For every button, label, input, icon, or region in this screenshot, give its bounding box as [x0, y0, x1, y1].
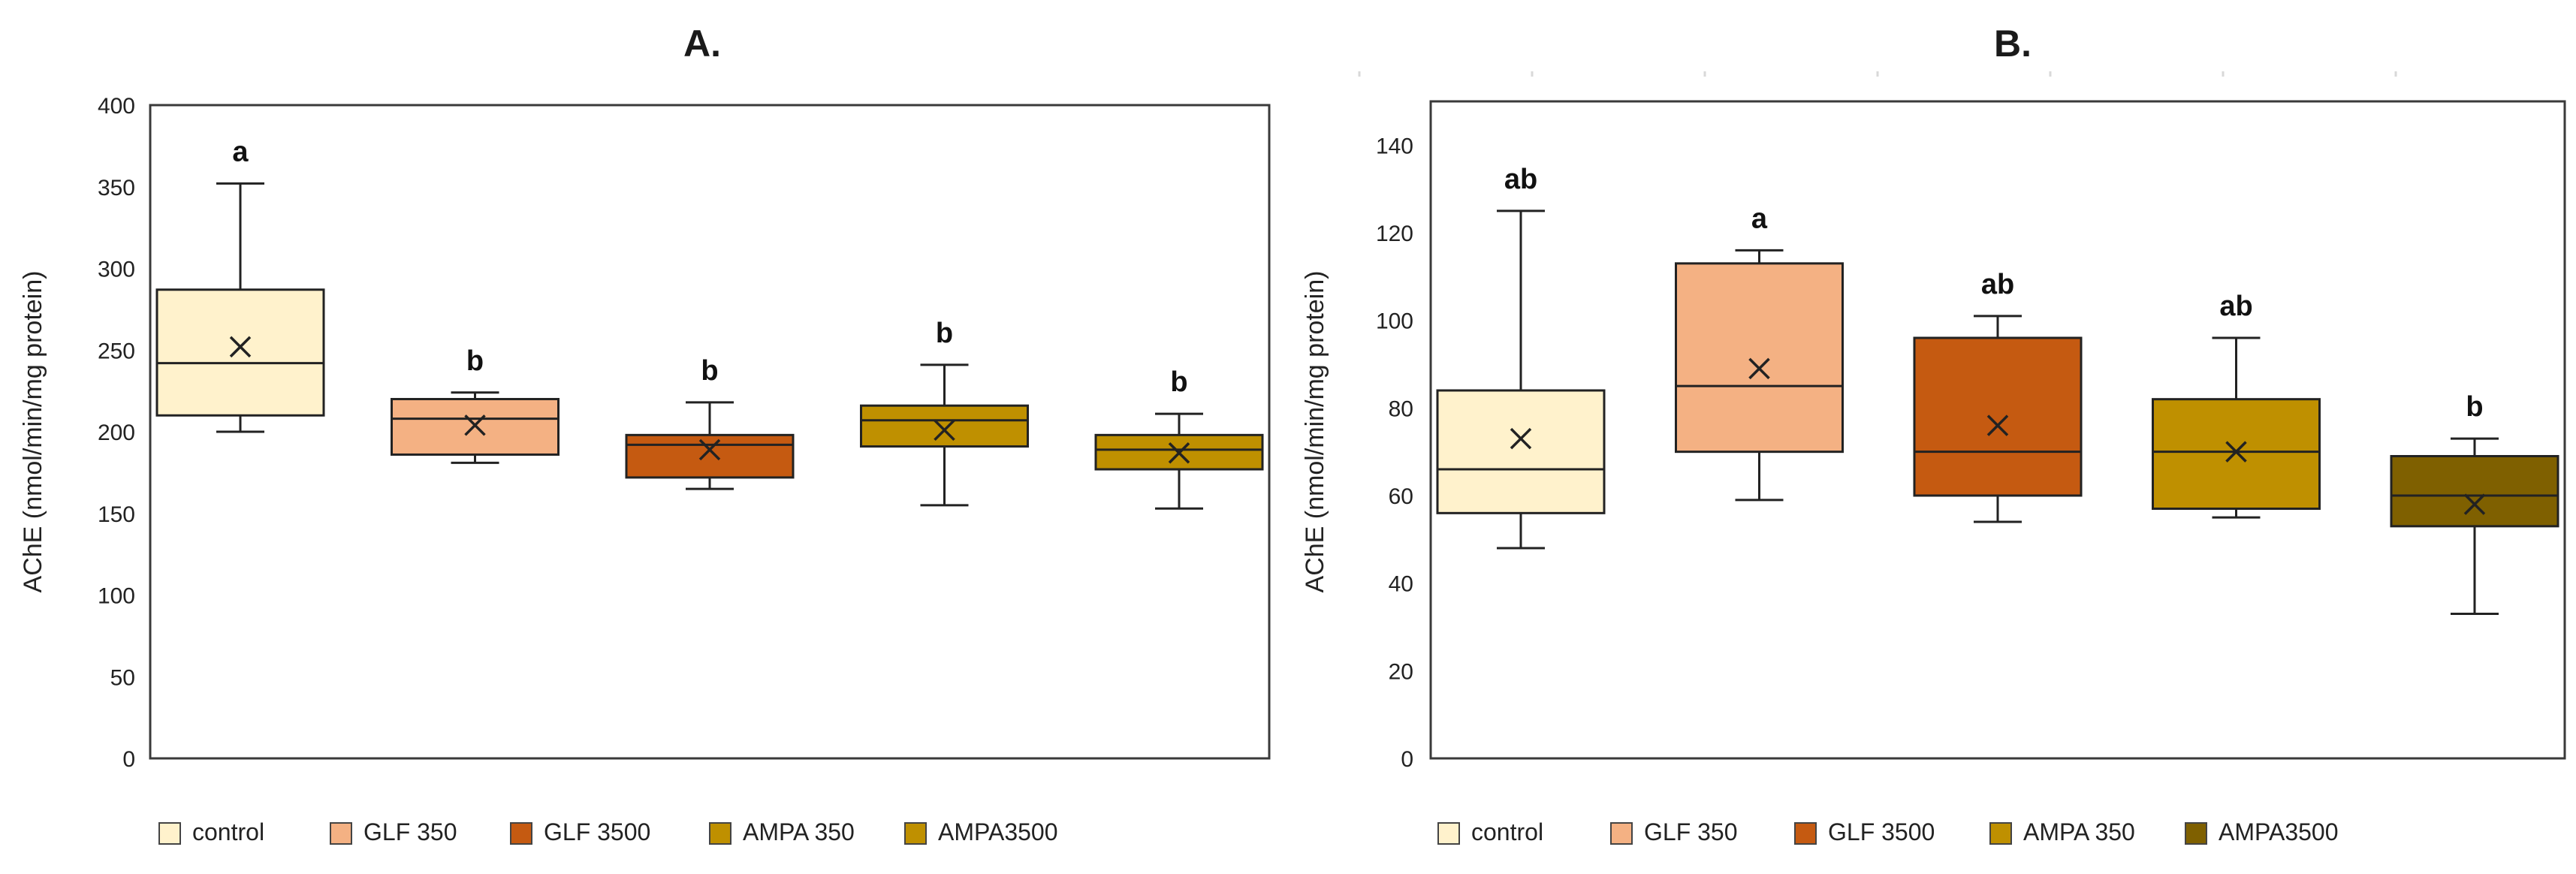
box-body — [1675, 262, 1844, 454]
y-tick-label: 50 — [110, 665, 135, 690]
y-tick-label: 300 — [98, 258, 135, 282]
legend-label: AMPA3500 — [938, 818, 1058, 845]
mean-marker — [2225, 441, 2247, 463]
y-tick-label: 150 — [98, 502, 135, 527]
legend-swatch — [1437, 822, 1460, 845]
legend-swatch — [1610, 822, 1633, 845]
box-glf-3500: ab — [1913, 269, 2083, 523]
legend: control GLF 350 GLF 3500 AMPA 350 AMPA3500 — [1437, 818, 2339, 845]
mean-marker — [1986, 414, 2009, 436]
box-body — [2152, 398, 2321, 511]
legend-label: AMPA 350 — [2023, 818, 2135, 845]
legend-swatch — [1794, 822, 1817, 845]
legend-label: AMPA3500 — [2219, 818, 2339, 845]
box-ampa3500: b — [2390, 391, 2559, 615]
mean-marker — [464, 414, 486, 436]
box-body — [2390, 455, 2559, 528]
significance-letter: b — [1170, 366, 1187, 398]
legend-swatch — [1989, 822, 2012, 845]
y-tick-label: 250 — [98, 339, 135, 363]
box-body — [860, 404, 1029, 448]
significance-letter: b — [2466, 391, 2483, 423]
significance-letter: b — [466, 345, 484, 377]
significance-letter: ab — [1504, 164, 1537, 195]
chart-title: A. — [683, 23, 721, 65]
significance-letter: a — [232, 136, 249, 167]
box-glf-350: a — [1675, 203, 1844, 502]
y-tick-label: 200 — [98, 420, 135, 445]
box-ampa-350: b — [860, 318, 1029, 507]
y-axis-label: AChE (nmol/min/mg protein) — [1301, 271, 1329, 593]
y-tick-label: 60 — [1389, 484, 1413, 509]
box-glf-3500: b — [625, 355, 795, 490]
y-tick-label: 0 — [122, 747, 135, 772]
chart-title: B. — [1994, 23, 2032, 65]
significance-letter: b — [701, 355, 718, 387]
mean-marker — [698, 439, 721, 461]
legend-swatch — [510, 822, 532, 845]
y-tick-label: 140 — [1376, 134, 1413, 158]
legend-label: AMPA 350 — [743, 818, 855, 845]
chart-panel-b: B. 0 20 40 60 80 100 120 140 AChE (nmol/min/mg pr… — [1301, 23, 2566, 845]
chart-panel-a: A. 0 50 100 150 200 250 300 350 400 AChE (nmol/min… — [19, 23, 1271, 845]
legend-swatch — [709, 822, 731, 845]
legend-swatch — [2185, 822, 2207, 845]
mean-marker — [934, 419, 955, 442]
y-tick-label: 100 — [98, 584, 135, 609]
mean-marker — [2463, 493, 2486, 515]
y-tick-label: 20 — [1389, 659, 1413, 684]
significance-letter: b — [936, 318, 953, 349]
legend: control GLF 350 GLF 3500 AMPA 350 AMPA3500 — [158, 818, 1058, 845]
box-body — [1913, 336, 2083, 497]
box-body — [1436, 389, 1606, 514]
y-tick-label: 120 — [1376, 222, 1413, 246]
legend-label: GLF 3500 — [544, 818, 650, 845]
legend-label: GLF 350 — [363, 818, 457, 845]
legend-label: GLF 3500 — [1828, 818, 1935, 845]
y-tick-label: 80 — [1389, 396, 1413, 421]
y-axis-label: AChE (nmol/min/mg protein) — [19, 271, 47, 593]
box-control: ab — [1436, 164, 1606, 550]
box-body — [625, 433, 795, 479]
box-ampa-350: ab — [2152, 291, 2321, 519]
box-glf-350: b — [391, 345, 560, 464]
y-tick-label: 350 — [98, 176, 135, 200]
legend-swatch — [158, 822, 181, 845]
y-tick-label: 100 — [1376, 309, 1413, 334]
legend-label: control — [192, 818, 264, 845]
box-control: a — [155, 136, 325, 433]
box-ampa3500: b — [1094, 366, 1264, 510]
significance-letter: ab — [1981, 269, 2014, 300]
box-body — [155, 288, 325, 417]
mean-marker — [229, 336, 252, 358]
y-tick-label: 0 — [1401, 747, 1413, 772]
legend-label: GLF 350 — [1644, 818, 1738, 845]
legend-label: control — [1471, 818, 1543, 845]
mean-marker — [1748, 357, 1770, 380]
y-tick-label: 40 — [1389, 572, 1413, 597]
mean-marker — [1510, 427, 1532, 450]
significance-letter: ab — [2219, 291, 2252, 322]
legend-swatch — [330, 822, 352, 845]
mean-marker — [1168, 442, 1190, 464]
significance-letter: a — [1751, 203, 1768, 234]
y-tick-label: 400 — [98, 94, 135, 119]
legend-swatch — [904, 822, 927, 845]
